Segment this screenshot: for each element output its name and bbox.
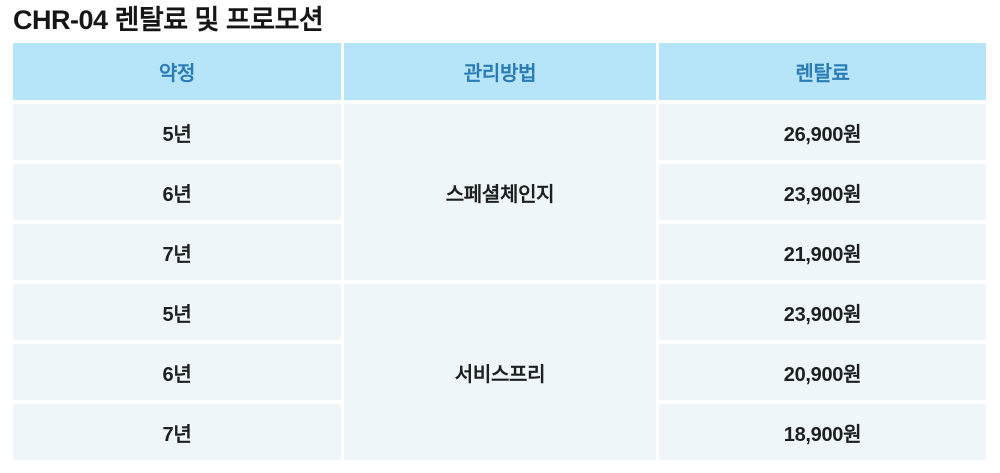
column-header-term: 약정 bbox=[13, 43, 341, 100]
method-cell-special-change: 스페셜체인지 bbox=[344, 104, 656, 280]
price-cell: 23,900원 bbox=[659, 284, 986, 340]
term-cell: 7년 bbox=[13, 404, 341, 460]
term-cell: 6년 bbox=[13, 344, 341, 400]
column-header-method: 관리방법 bbox=[344, 43, 656, 100]
term-cell: 6년 bbox=[13, 164, 341, 220]
price-cell: 21,900원 bbox=[659, 224, 986, 280]
method-cell-service-free: 서비스프리 bbox=[344, 284, 656, 460]
term-cell: 5년 bbox=[13, 284, 341, 340]
price-cell: 20,900원 bbox=[659, 344, 986, 400]
price-cell: 18,900원 bbox=[659, 404, 986, 460]
term-cell: 7년 bbox=[13, 224, 341, 280]
column-header-price: 렌탈료 bbox=[659, 43, 986, 100]
price-cell: 26,900원 bbox=[659, 104, 986, 160]
term-cell: 5년 bbox=[13, 104, 341, 160]
price-cell: 23,900원 bbox=[659, 164, 986, 220]
page-title: CHR-04 렌탈료 및 프로모션 bbox=[13, 5, 324, 35]
rental-pricing-table: 약정 관리방법 렌탈료 5년 스페셜체인지 26,900원 6년 23,900원… bbox=[13, 43, 986, 460]
